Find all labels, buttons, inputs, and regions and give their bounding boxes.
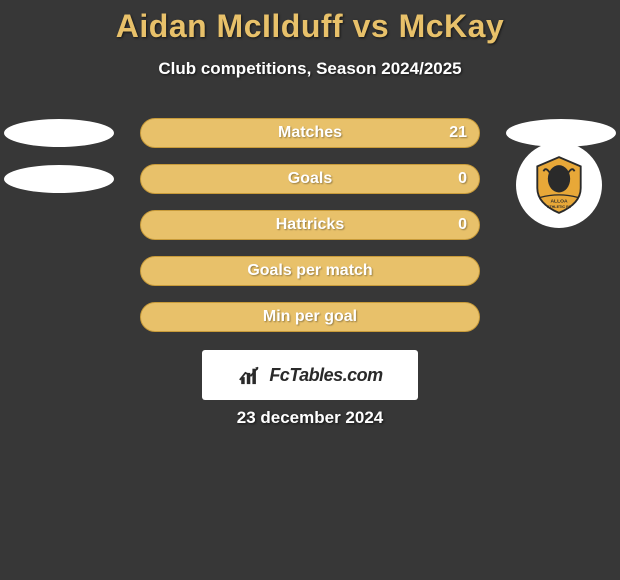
subtitle: Club competitions, Season 2024/2025 bbox=[0, 59, 620, 79]
stats-grid: Matches 21 Goals 0 ALLOA ATHLETIC FC Hat… bbox=[0, 110, 620, 340]
watermark[interactable]: FcTables.com bbox=[202, 350, 418, 400]
stat-row-goals: Goals 0 ALLOA ATHLETIC FC bbox=[0, 156, 620, 202]
stat-value: 0 bbox=[458, 216, 467, 234]
stat-bar: Goals per match bbox=[140, 256, 480, 286]
chart-icon bbox=[237, 363, 265, 387]
date-text: 23 december 2024 bbox=[0, 408, 620, 428]
page-title: Aidan McIlduff vs McKay bbox=[0, 0, 620, 45]
player-avatar-left bbox=[4, 165, 114, 193]
stat-bar: Goals 0 bbox=[140, 164, 480, 194]
stat-value: 21 bbox=[449, 124, 467, 142]
stat-row-mpg: Min per goal bbox=[0, 294, 620, 340]
stat-label: Matches bbox=[278, 124, 342, 142]
stat-value: 0 bbox=[458, 170, 467, 188]
stat-label: Goals bbox=[288, 170, 332, 188]
stat-label: Min per goal bbox=[263, 308, 357, 326]
watermark-text: FcTables.com bbox=[269, 365, 382, 386]
stat-bar: Min per goal bbox=[140, 302, 480, 332]
stat-label: Goals per match bbox=[247, 262, 372, 280]
stat-bar: Matches 21 bbox=[140, 118, 480, 148]
stat-row-hattricks: Hattricks 0 bbox=[0, 202, 620, 248]
stat-bar: Hattricks 0 bbox=[140, 210, 480, 240]
stat-row-gpm: Goals per match bbox=[0, 248, 620, 294]
stat-row-matches: Matches 21 bbox=[0, 110, 620, 156]
stat-label: Hattricks bbox=[276, 216, 344, 234]
player-avatar-left bbox=[4, 119, 114, 147]
